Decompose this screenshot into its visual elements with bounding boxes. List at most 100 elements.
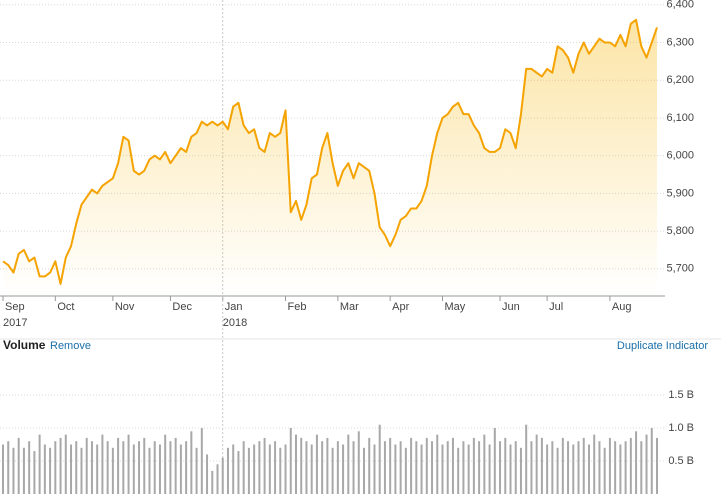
volume-bar	[289, 428, 292, 494]
volume-bar	[258, 441, 261, 494]
volume-bar	[650, 428, 653, 494]
volume-bar	[467, 444, 470, 494]
volume-bar	[619, 444, 622, 494]
volume-bar	[22, 447, 25, 494]
volume-bar	[190, 431, 193, 494]
remove-link[interactable]: Remove	[50, 340, 91, 352]
volume-bar	[226, 447, 229, 494]
volume-bar	[232, 444, 235, 494]
y-tick-label: 5,800	[666, 225, 694, 237]
volume-bar	[263, 437, 266, 494]
volume-bar	[640, 441, 643, 494]
volume-bar	[331, 447, 334, 494]
volume-bar	[347, 434, 350, 494]
volume-bar	[342, 444, 345, 494]
volume-bar	[153, 441, 156, 494]
volume-bar	[148, 447, 151, 494]
volume-bar	[378, 424, 381, 494]
volume-bar	[567, 441, 570, 494]
volume-bar	[54, 441, 57, 494]
volume-bar	[59, 437, 62, 494]
volume-bar	[64, 434, 67, 494]
volume-bar	[368, 437, 371, 494]
volume-bar	[493, 428, 496, 494]
volume-bar	[462, 441, 465, 494]
volume-bar	[410, 437, 413, 494]
volume-bar	[551, 441, 554, 494]
volume-bar	[300, 437, 303, 494]
y-tick-label: 0.5 B	[668, 455, 694, 467]
volume-bar	[211, 470, 214, 494]
volume-bar	[242, 441, 245, 494]
volume-bar	[556, 447, 559, 494]
x-tick-label: May	[444, 301, 465, 313]
volume-bar	[394, 444, 397, 494]
volume-bar	[38, 434, 41, 494]
volume-bar	[608, 437, 611, 494]
volume-bar	[472, 437, 475, 494]
x-tick-label: Apr	[392, 301, 409, 313]
volume-bar	[138, 441, 141, 494]
y-tick-label: 6,200	[666, 74, 694, 86]
volume-bar	[310, 444, 313, 494]
volume-bar	[499, 441, 502, 494]
x-tick-label: Dec	[172, 301, 192, 313]
volume-bar	[174, 437, 177, 494]
year-label: 2017	[3, 317, 27, 329]
volume-bar	[383, 441, 386, 494]
volume-bar	[200, 428, 203, 494]
y-tick-label: 1.0 B	[668, 422, 694, 434]
volume-bar	[420, 444, 423, 494]
volume-bar	[373, 444, 376, 494]
y-tick-label: 6,100	[666, 112, 694, 124]
volume-bar	[111, 447, 114, 494]
x-tick-label: Sep	[5, 301, 25, 313]
volume-bar	[12, 447, 15, 494]
volume-bar	[2, 444, 4, 494]
duplicate-indicator-link[interactable]: Duplicate Indicator	[617, 340, 708, 352]
volume-bar	[457, 447, 460, 494]
volume-bar	[530, 441, 533, 494]
volume-bar	[179, 444, 182, 494]
volume-bar	[431, 441, 434, 494]
volume-bar	[106, 441, 109, 494]
volume-bar	[624, 441, 627, 494]
volume-bar	[132, 444, 135, 494]
volume-bar	[587, 444, 590, 494]
volume-bar	[593, 434, 596, 494]
volume-bar	[206, 454, 209, 494]
volume-bar	[645, 434, 648, 494]
volume-bar	[446, 441, 449, 494]
area-fill	[3, 19, 657, 297]
volume-bar	[70, 444, 73, 494]
x-tick-label: Jul	[549, 301, 563, 313]
x-tick-label: Jan	[225, 301, 243, 313]
volume-bar	[75, 441, 78, 494]
volume-bar	[7, 441, 10, 494]
volume-bar	[451, 437, 454, 494]
x-tick-label: Jun	[502, 301, 520, 313]
volume-bar	[514, 441, 517, 494]
volume-bar	[598, 441, 601, 494]
volume-bar	[117, 437, 120, 494]
volume-bar	[629, 437, 632, 494]
volume-bar	[389, 437, 392, 494]
y-tick-label: 1.5 B	[668, 389, 694, 401]
volume-bar	[535, 434, 538, 494]
volume-title: Volume	[3, 338, 46, 352]
volume-bar	[436, 434, 439, 494]
volume-bar	[546, 444, 549, 494]
volume-bar	[17, 437, 20, 494]
y-tick-label: 6,000	[666, 150, 694, 162]
volume-bar	[441, 444, 444, 494]
volume-bar	[221, 457, 224, 494]
volume-bar	[253, 444, 256, 494]
price-line	[2, 18, 658, 285]
volume-bar	[425, 437, 428, 494]
volume-bar	[80, 447, 83, 494]
volume-bar	[321, 441, 324, 494]
volume-bar	[577, 441, 580, 494]
volume-bar	[519, 447, 522, 494]
volume-bar	[169, 441, 172, 494]
